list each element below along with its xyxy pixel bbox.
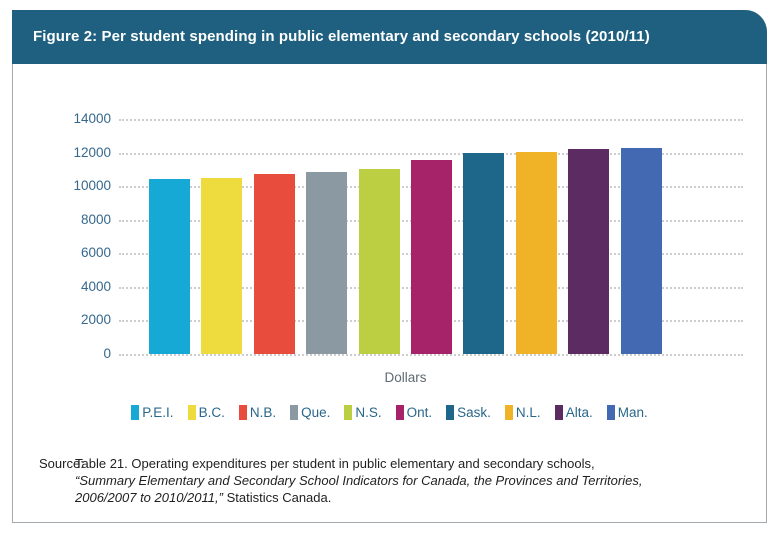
- figure-title: Figure 2: Per student spending in public…: [33, 28, 650, 45]
- source-line-3-regular: Statistics Canada.: [226, 490, 332, 505]
- bar-bc: [201, 177, 243, 354]
- legend-label-que: Que.: [301, 405, 331, 420]
- source-text: Table 21. Operating expenditures per stu…: [75, 455, 642, 506]
- y-tick-label: 12000: [73, 144, 111, 160]
- source-line-3-italic: 2006/2007 to 2010/2011,”: [75, 490, 223, 505]
- legend-item-alta: Alta.: [554, 405, 593, 420]
- bar-nl: [515, 151, 557, 354]
- legend-swatch-sask: [446, 405, 455, 420]
- legend-label-man: Man.: [617, 405, 648, 420]
- legend-swatch-ont: [395, 405, 404, 420]
- legend-swatch-bc: [187, 405, 196, 420]
- legend-label-alta: Alta.: [565, 405, 593, 420]
- y-axis: 0 2000 4000 6000 8000 10000 12000 14000: [13, 111, 111, 361]
- bar-nb: [253, 173, 295, 354]
- legend-label-ont: Ont.: [406, 405, 433, 420]
- legend-swatch-alta: [554, 405, 563, 420]
- source-label: Source:: [39, 456, 84, 471]
- legend-label-nl: N.L.: [515, 405, 541, 420]
- source-line-2-italic: “Summary Elementary and Secondary School…: [75, 473, 643, 488]
- legend-label-ns: N.S.: [355, 405, 382, 420]
- chart-legend: P.E.I. B.C. N.B. Que. N.S. Ont. Sask. N.L. Alta.…: [13, 405, 766, 420]
- y-tick-label: 6000: [80, 245, 111, 261]
- bar-ont: [411, 160, 452, 354]
- bar-sask: [463, 152, 505, 354]
- legend-swatch-que: [290, 405, 299, 420]
- gridline: [119, 119, 743, 121]
- y-tick-label: 8000: [80, 211, 111, 227]
- legend-swatch-pei: [131, 405, 140, 420]
- x-axis-title: Dollars: [384, 370, 427, 385]
- y-tick-label: 10000: [73, 178, 111, 194]
- y-tick-label: 0: [103, 346, 111, 361]
- bar-man: [620, 147, 662, 354]
- bar-alta: [568, 149, 610, 354]
- bar-que: [306, 171, 348, 354]
- y-tick-label: 2000: [80, 312, 111, 328]
- gridline: [119, 354, 743, 356]
- y-tick-label: 4000: [80, 278, 111, 294]
- source-note: Source: Table 21. Operating expenditures…: [39, 455, 739, 506]
- figure-header: Figure 2: Per student spending in public…: [12, 10, 767, 64]
- legend-item-ont: Ont.: [395, 405, 433, 420]
- legend-swatch-ns: [344, 405, 353, 420]
- legend-swatch-nl: [504, 405, 513, 420]
- legend-label-pei: P.E.I.: [142, 405, 174, 420]
- legend-item-man: Man.: [606, 405, 648, 420]
- legend-label-bc: B.C.: [198, 405, 225, 420]
- source-line-1: Table 21. Operating expenditures per stu…: [75, 456, 595, 471]
- gridline: [119, 152, 743, 155]
- legend-item-bc: B.C.: [187, 405, 225, 420]
- legend-item-pei: P.E.I.: [131, 405, 174, 420]
- bar-ns: [358, 168, 400, 354]
- figure-card: Figure 2: Per student spending in public…: [12, 10, 767, 523]
- source-line-3: 2006/2007 to 2010/2011,” Statistics Cana…: [75, 489, 642, 506]
- legend-swatch-nb: [238, 405, 247, 420]
- legend-item-ns: N.S.: [344, 405, 382, 420]
- legend-label-sask: Sask.: [457, 405, 491, 420]
- legend-label-nb: N.B.: [249, 405, 277, 420]
- legend-item-que: Que.: [290, 405, 330, 420]
- bar-pei: [149, 178, 190, 354]
- chart-plot-area: [119, 119, 743, 356]
- source-line-2: “Summary Elementary and Secondary School…: [75, 472, 642, 489]
- legend-item-sask: Sask.: [446, 405, 491, 420]
- legend-item-nl: N.L.: [504, 405, 541, 420]
- legend-swatch-man: [606, 405, 615, 420]
- y-tick-label: 14000: [73, 111, 111, 126]
- legend-item-nb: N.B.: [238, 405, 277, 420]
